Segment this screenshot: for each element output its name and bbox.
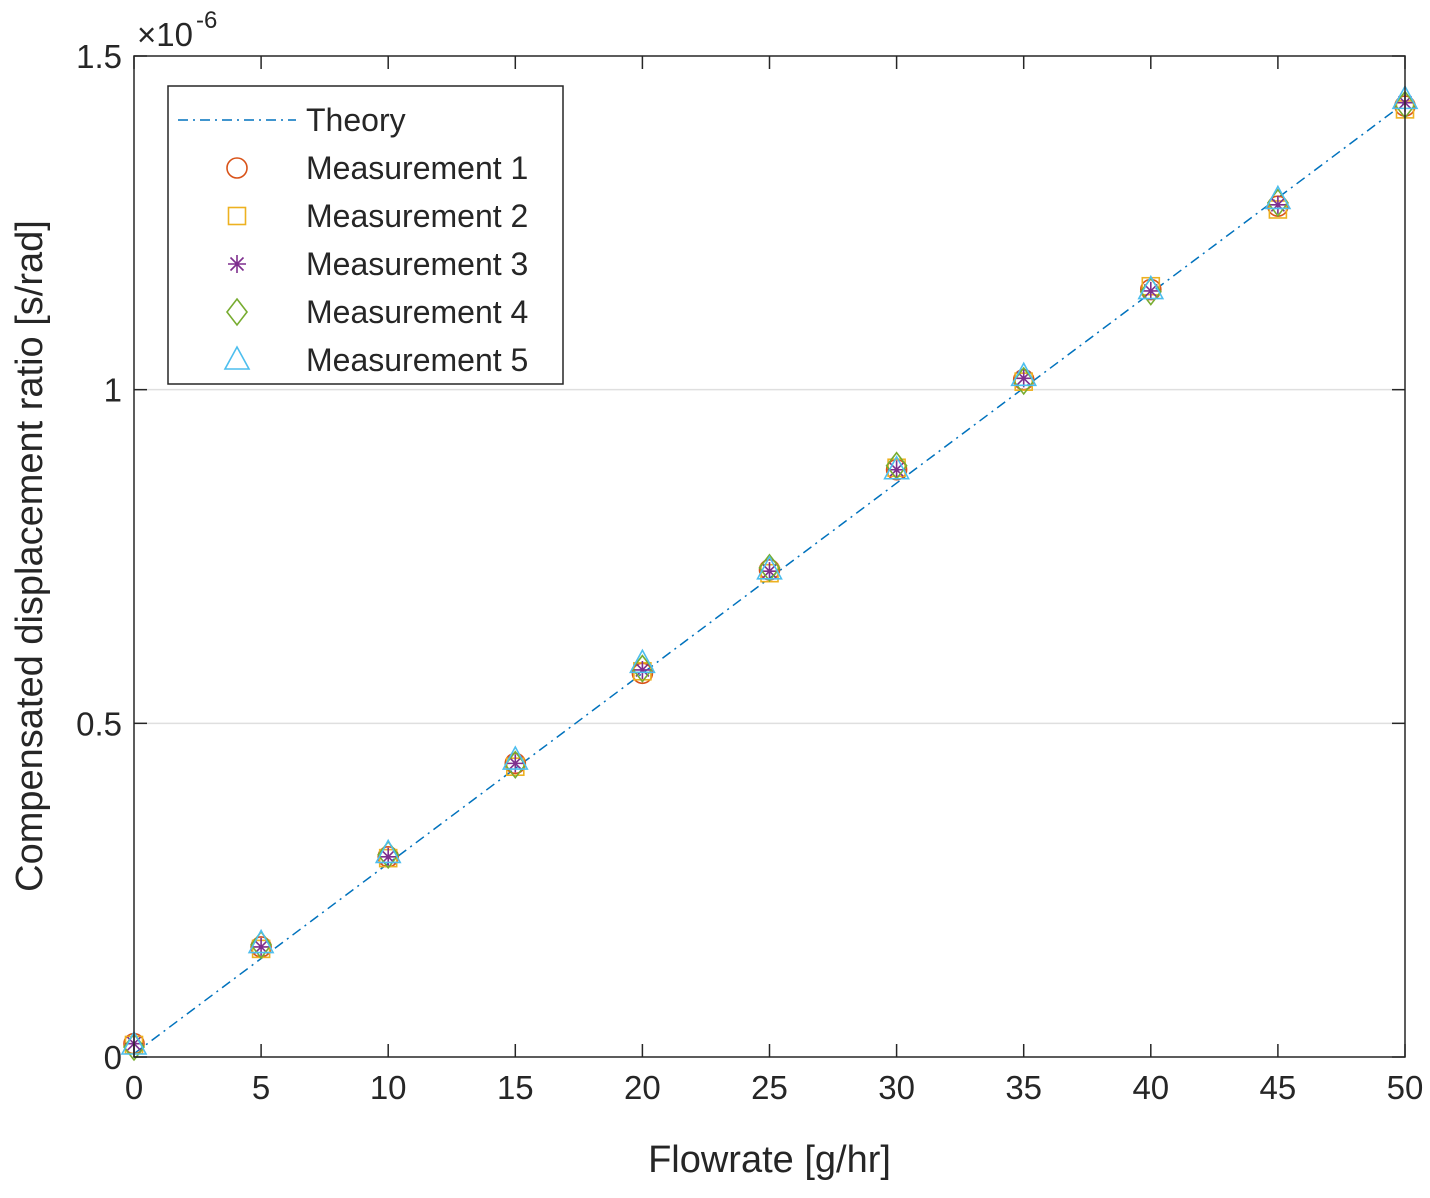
data-point-diamond: [377, 840, 400, 870]
grid-layer: [134, 388, 1405, 725]
y-exponent-power: -6: [196, 7, 217, 34]
legend-label: Measurement 5: [306, 342, 528, 378]
x-tick-label: 40: [1132, 1069, 1169, 1106]
legend-marker-asterisk: [228, 255, 246, 273]
legend-label: Measurement 3: [306, 246, 528, 282]
series-5: [120, 84, 1419, 1055]
data-point-asterisk: [1014, 369, 1033, 388]
legend-marker-diamond: [225, 297, 249, 327]
y-tick-label: 0: [104, 1039, 122, 1076]
x-tick-label: 20: [624, 1069, 661, 1106]
y-tick-label: 1: [104, 372, 122, 409]
data-point-triangle: [1264, 184, 1292, 210]
y-tick-label: 0.5: [76, 705, 122, 742]
legend-label: Measurement 4: [306, 294, 528, 330]
legend-entry: Measurement 4: [225, 294, 528, 330]
legend-entry: Measurement 3: [228, 246, 528, 282]
data-point-diamond: [250, 930, 273, 960]
x-tick-label: 10: [370, 1069, 407, 1106]
data-point-triangle: [1137, 274, 1165, 300]
data-point-circle: [504, 752, 527, 775]
x-tick-label: 45: [1260, 1069, 1297, 1106]
data-point-diamond: [631, 654, 654, 683]
data-point-triangle: [629, 648, 656, 674]
legend-box: [167, 85, 564, 385]
data-point-asterisk: [1268, 195, 1287, 214]
legend-entry: Measurement 2: [227, 198, 528, 234]
x-tick-label: 50: [1387, 1069, 1424, 1106]
y-tick-label: 1.5: [76, 38, 122, 75]
data-point-asterisk: [379, 847, 398, 866]
y-exponent-label: ×10 -6: [137, 7, 217, 53]
series-layer: [120, 84, 1419, 1062]
legend-label: Measurement 2: [306, 198, 528, 234]
data-point-asterisk: [887, 460, 906, 479]
x-tick-label: 0: [125, 1069, 143, 1106]
data-point-triangle: [1010, 361, 1038, 387]
x-tick-label: 35: [1005, 1069, 1042, 1106]
data-point-triangle: [247, 928, 275, 954]
legend-marker-square: [227, 206, 247, 226]
y-axis-label: Compensated displacement ratio [s/rad]: [9, 220, 51, 892]
legend-label: Theory: [306, 102, 406, 138]
x-tick-label: 5: [252, 1069, 270, 1106]
legend-marker-circle: [226, 157, 248, 179]
data-point-triangle: [374, 838, 402, 864]
data-point-triangle: [883, 455, 910, 480]
x-axis-label: Flowrate [g/hr]: [648, 1139, 891, 1181]
data-point-triangle: [756, 555, 783, 580]
legend-entry: Theory: [178, 102, 406, 138]
tick-layer: 0 5 10 15 20 25 30 35 40 45 50 0 0.5 1 1.5: [76, 38, 1423, 1106]
data-point-triangle: [501, 745, 529, 770]
legend: Theory Measurement 1 Measurement 2 Measurem…: [167, 85, 564, 385]
x-tick-label: 25: [751, 1069, 788, 1106]
y-exponent-base: ×10: [137, 16, 193, 53]
legend-label: Measurement 1: [306, 150, 528, 186]
data-point-asterisk: [506, 754, 525, 773]
data-point-asterisk: [760, 562, 779, 581]
x-tick-label: 15: [497, 1069, 534, 1106]
data-point-asterisk: [1141, 281, 1160, 300]
legend-marker-triangle: [223, 345, 251, 370]
data-point-asterisk: [633, 660, 652, 679]
legend-entry: Measurement 1: [226, 150, 528, 186]
x-tick-label: 30: [878, 1069, 915, 1106]
data-point-diamond: [758, 553, 781, 583]
legend-entry: Measurement 5: [223, 342, 528, 378]
data-point-asterisk: [252, 937, 271, 956]
